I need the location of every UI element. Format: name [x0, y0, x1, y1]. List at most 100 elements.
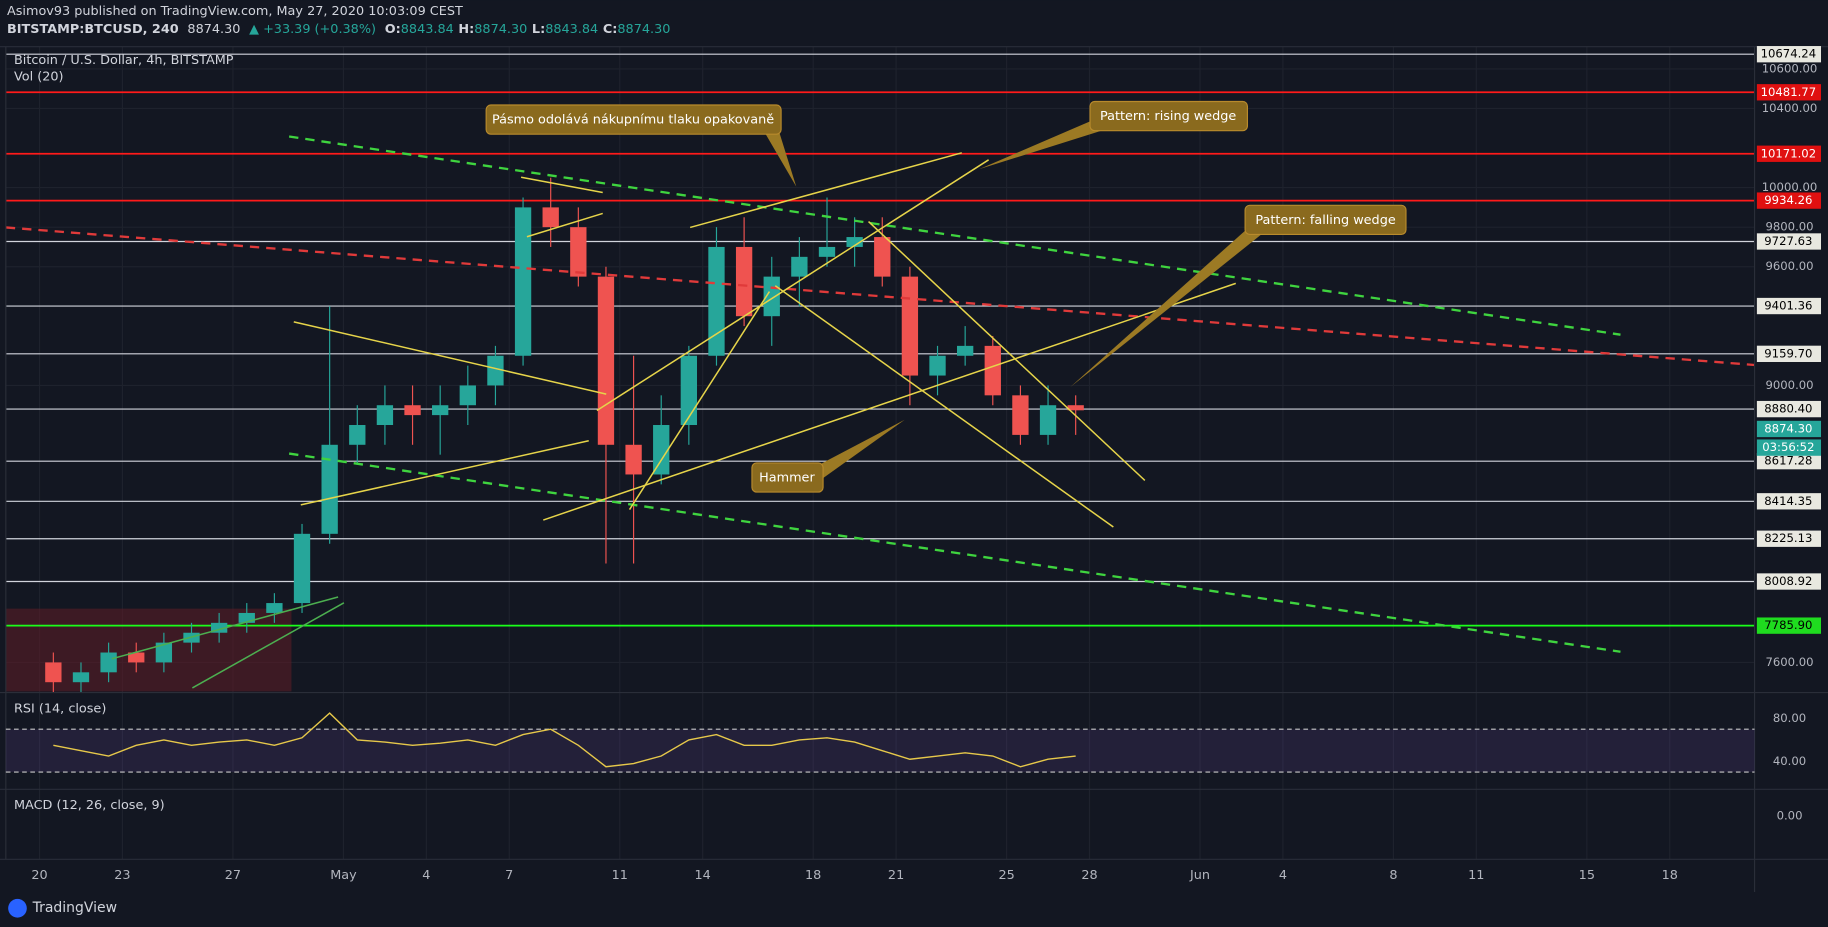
- level-label: 8225.13: [1764, 531, 1812, 545]
- trend-line: [628, 291, 771, 510]
- trend-line: [774, 285, 1114, 528]
- level-label-box: [1756, 530, 1822, 547]
- x-tick-label: 4: [1279, 868, 1287, 883]
- trend-line: [689, 152, 962, 229]
- symbol-line: BITSTAMP:BTCUSD, 240 8874.30 ▲ +33.39 (+…: [7, 22, 670, 37]
- y-tick-label: 9800.00: [1765, 220, 1813, 234]
- candle-body: [210, 622, 228, 633]
- candle-body: [1012, 395, 1029, 435]
- callout-tail: [979, 121, 1102, 170]
- candle-body: [45, 662, 62, 683]
- ohlc-value: 8843.84: [401, 22, 454, 37]
- candle-body: [542, 207, 559, 228]
- candle-body: [349, 425, 366, 445]
- level-label: 8880.40: [1764, 402, 1812, 416]
- candle-body: [376, 405, 394, 426]
- trend-line: [288, 452, 1621, 653]
- level-label-box: [1756, 573, 1822, 590]
- level-label: 8008.92: [1764, 574, 1812, 588]
- x-tick-label: Jun: [1189, 868, 1210, 883]
- trend-line: [5, 226, 1755, 367]
- candle-body: [432, 405, 449, 416]
- candle-body: [100, 652, 117, 673]
- candle-body: [680, 355, 698, 426]
- candle-body: [293, 533, 311, 604]
- rsi-pane: [5, 712, 1755, 773]
- candle-body: [570, 227, 587, 277]
- candles: [45, 177, 1084, 693]
- level-label: 7785.90: [1764, 618, 1812, 632]
- footer: TradingView: [8, 898, 117, 918]
- x-tick-label: 18: [1662, 868, 1678, 883]
- x-tick-label: 15: [1579, 868, 1595, 883]
- candle-body: [984, 345, 1001, 396]
- y-tick-label: 10000.00: [1762, 180, 1818, 194]
- x-tick-label: 14: [695, 868, 711, 883]
- countdown-box: [1756, 439, 1822, 456]
- level-label: 10171.02: [1761, 146, 1817, 160]
- candle-body: [404, 405, 421, 416]
- candle-body: [128, 652, 145, 663]
- volume-label: Vol (20): [14, 70, 64, 85]
- callout-text: Hammer: [759, 471, 815, 486]
- header: Asimov93 published on TradingView.com, M…: [7, 4, 670, 813]
- level-label-box: [1756, 192, 1822, 209]
- last-price-label-box: [1756, 420, 1822, 438]
- trend-line: [293, 321, 607, 395]
- candle-body: [653, 425, 670, 475]
- callout-text: Pattern: rising wedge: [1100, 109, 1236, 124]
- drawings: [5, 135, 1755, 689]
- candle-body: [597, 276, 615, 445]
- candle-body: [901, 276, 919, 376]
- candle-body: [321, 444, 338, 534]
- level-label: 8617.28: [1764, 454, 1812, 468]
- y-tick-label: 10600.00: [1762, 61, 1818, 75]
- y-tick-label: 9000.00: [1765, 378, 1813, 392]
- ohlc-key: C:: [603, 22, 618, 37]
- level-label-box: [1756, 400, 1822, 418]
- x-tick-label: 21: [888, 868, 904, 883]
- publisher: Asimov93 published on TradingView.com, M…: [7, 4, 463, 19]
- trend-line: [288, 135, 1621, 336]
- logo: [8, 898, 27, 918]
- level-label-box: [1756, 84, 1822, 101]
- level-label-box: [1756, 617, 1822, 634]
- level-label-box: [1756, 452, 1822, 470]
- level-label: 8414.35: [1764, 494, 1812, 508]
- trend-line: [543, 282, 1237, 521]
- rsi-tick-label: 40.00: [1773, 754, 1806, 768]
- change: ▲ +33.39 (+0.38%): [249, 22, 376, 37]
- x-tick-label: 27: [225, 868, 241, 883]
- callouts: Pásmo odolává nákupnímu tlaku opakovaně …: [485, 100, 1407, 493]
- callout-box: [485, 104, 782, 135]
- x-tick-label: 23: [114, 868, 130, 883]
- pane-separators: [0, 46, 1828, 892]
- candle-body: [818, 246, 836, 257]
- trend-line: [300, 440, 589, 506]
- x-tick-label: 28: [1081, 868, 1097, 883]
- trend-line: [111, 596, 339, 660]
- x-tick-label: 25: [998, 868, 1014, 883]
- ohlc-value: 8874.30: [474, 22, 527, 37]
- callout-box: [1244, 204, 1407, 235]
- candle-body: [1067, 405, 1084, 411]
- callout-tail: [763, 130, 797, 187]
- x-tick-label: 11: [1468, 868, 1484, 883]
- trend-line: [191, 602, 345, 689]
- candle-body: [487, 355, 504, 386]
- callout-tail: [816, 419, 905, 479]
- level-label: 9934.26: [1764, 193, 1812, 207]
- candle-body: [846, 237, 863, 247]
- level-label: 9727.63: [1764, 234, 1812, 248]
- rsi-tick-label: 80.00: [1773, 711, 1806, 725]
- level-label: 9159.70: [1764, 346, 1812, 360]
- rsi-title: RSI (14, close): [14, 701, 106, 716]
- candle-body: [72, 672, 90, 683]
- candle-body: [514, 207, 532, 356]
- brand: TradingView: [32, 900, 117, 916]
- price: 8874.30: [187, 22, 240, 37]
- last-price-label: 8874.30: [1764, 421, 1812, 435]
- callout-text: Pásmo odolává nákupnímu tlaku opakovaně: [492, 113, 774, 128]
- y-tick-label: 10400.00: [1762, 101, 1818, 115]
